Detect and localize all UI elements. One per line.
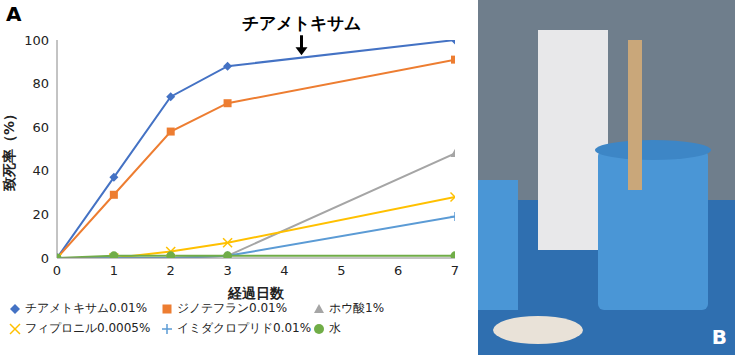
svg-text:チアメトキサム: チアメトキサム xyxy=(242,13,361,33)
svg-text:4: 4 xyxy=(280,263,288,278)
html-text:ホウ酸1%: ホウ酸1% xyxy=(329,301,384,315)
svg-text:0: 0 xyxy=(41,251,49,266)
html-text:フィプロニル0.0005%: フィプロニル0.0005% xyxy=(25,321,151,335)
svg-text:経過日数: 経過日数 xyxy=(227,285,285,300)
svg-text:100: 100 xyxy=(24,33,49,48)
svg-text:致死率（%）: 致死率（%） xyxy=(1,107,17,192)
html-text:チアメトキサム0.01%: チアメトキサム0.01% xyxy=(25,301,148,315)
svg-text:60: 60 xyxy=(32,120,49,135)
svg-text:2: 2 xyxy=(167,263,175,278)
svg-text:20: 20 xyxy=(32,207,49,222)
html-text:ジノテフラン0.01%: ジノテフラン0.01% xyxy=(177,301,288,315)
html-text:水: 水 xyxy=(329,321,341,335)
svg-text:40: 40 xyxy=(32,163,49,178)
svg-text:0: 0 xyxy=(53,263,61,278)
html-text:B: B xyxy=(711,325,727,349)
svg-text:7: 7 xyxy=(451,263,459,278)
svg-text:6: 6 xyxy=(394,263,402,278)
svg-text:1: 1 xyxy=(110,263,118,278)
svg-text:3: 3 xyxy=(223,263,231,278)
html-text:イミダクロプリド0.01%: イミダクロプリド0.01% xyxy=(177,321,312,335)
svg-text:5: 5 xyxy=(337,263,345,278)
html-text:A: A xyxy=(6,2,22,26)
svg-text:80: 80 xyxy=(32,76,49,91)
